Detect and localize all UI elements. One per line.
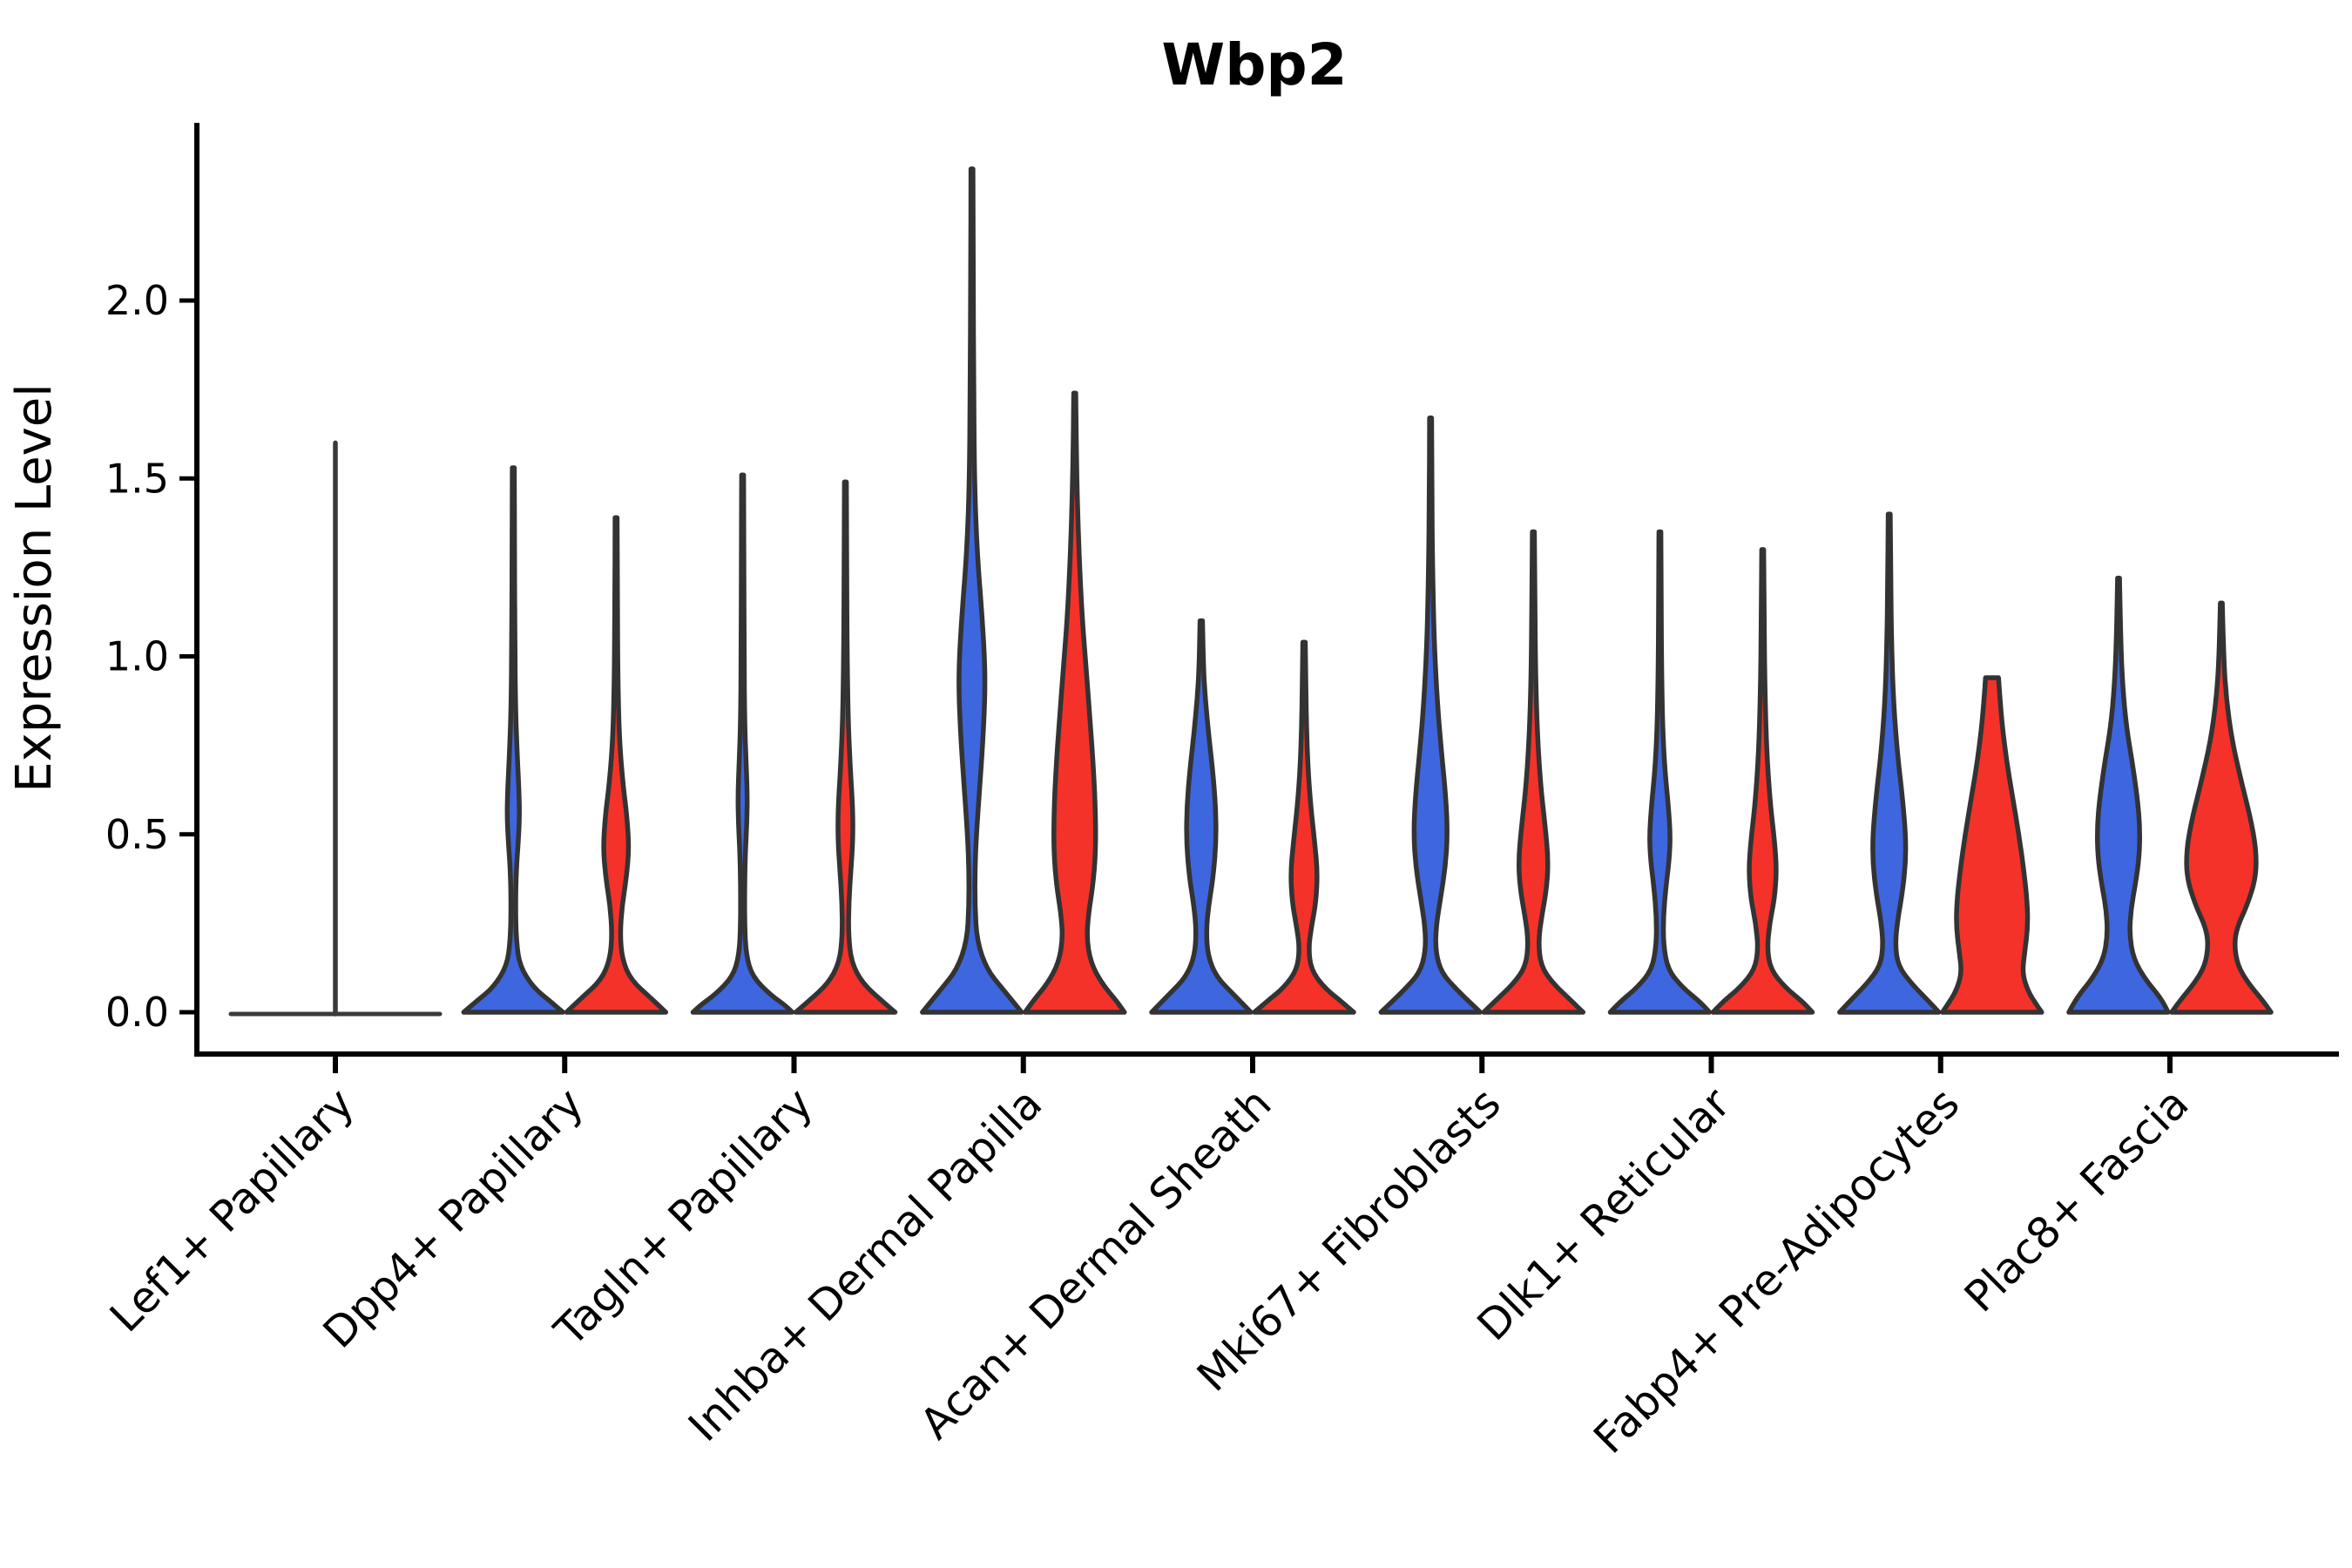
violin-dlk1-reticular-right xyxy=(1710,547,1815,1015)
violin-acan-dermal-sheath-left xyxy=(1149,618,1254,1015)
violin-dpp4-papillary-right xyxy=(564,515,669,1015)
y-axis-label: Expression Level xyxy=(6,383,63,793)
y-tick-label-1: 0.5 xyxy=(105,811,169,858)
violin-fabp4-pre-adipocytes-left xyxy=(1837,511,1942,1015)
violin-acan-dermal-sheath-right xyxy=(1252,639,1356,1015)
violin-mki67-fibroblasts-left xyxy=(1378,416,1484,1015)
violin-inhba-dermal-papilla-right xyxy=(1023,390,1127,1015)
violin-dpp4-papillary-left xyxy=(461,465,566,1015)
x-tick-label-0: Lef1+ Papillary xyxy=(100,1078,363,1342)
chart-title: Wbp2 xyxy=(1161,31,1347,98)
x-tick-label-6: Dlk1+ Reticular xyxy=(1468,1078,1740,1351)
y-tick-label-0: 0.0 xyxy=(105,989,169,1036)
violin-plac8-fascia-left xyxy=(2066,575,2171,1015)
violin-tagln-papillary-right xyxy=(793,479,898,1015)
x-tick-label-8: Plac8+ Fascia xyxy=(1955,1078,2198,1321)
y-tick-label-2: 1.0 xyxy=(105,633,169,680)
violin-fabp4-pre-adipocytes-right xyxy=(1940,675,2044,1015)
violin-plac8-fascia-right xyxy=(2169,600,2274,1015)
y-tick-label-4: 2.0 xyxy=(105,277,169,324)
y-tick-label-3: 1.5 xyxy=(105,455,169,502)
violin-inhba-dermal-papilla-left xyxy=(920,166,1024,1015)
violin-dlk1-reticular-left xyxy=(1607,529,1713,1015)
violin-mki67-fibroblasts-right xyxy=(1481,529,1586,1015)
violin-tagln-papillary-left xyxy=(690,472,795,1015)
x-tick-label-7: Fabp4+ Pre-Adipocytes xyxy=(1585,1078,1970,1463)
